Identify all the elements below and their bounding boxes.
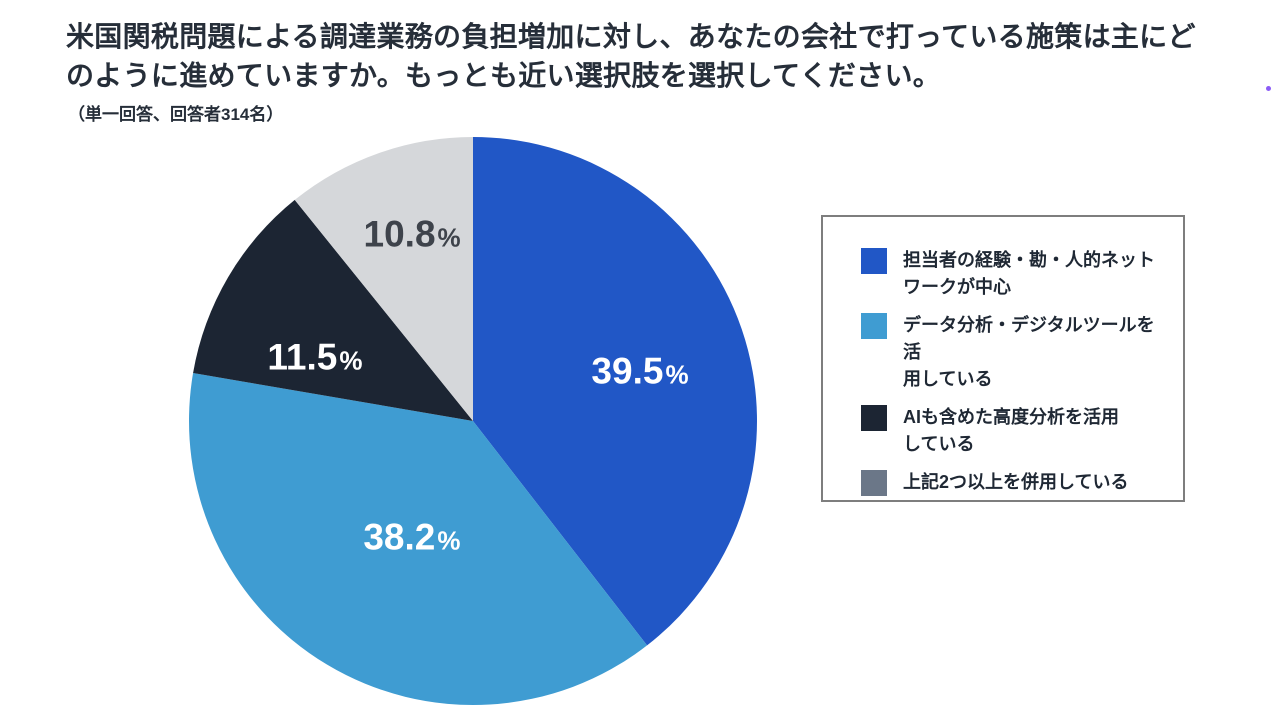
legend-label-3: 上記2つ以上を併用している [903,472,1129,492]
pie-label-3: 10.8% [364,215,461,252]
pie-slice-1 [189,373,648,705]
corner-dot [1266,86,1271,91]
pie-slice-2 [193,199,473,421]
legend-swatch-0 [861,248,887,274]
pie-label-value: 10.8 [363,213,436,255]
legend: 担当者の経験・勘・人的ネット ワークが中心データ分析・デジタルツールを活 用している… [821,215,1185,502]
pie-label-value: 39.5 [591,350,664,392]
pie-svg [189,137,757,705]
legend-label-2: AIも含めた高度分析を活用 している [903,407,1119,454]
legend-item-0: 担当者の経験・勘・人的ネット ワークが中心 [861,247,1167,301]
legend-swatch-1 [861,313,887,339]
pie-slice-3 [294,137,473,421]
legend-item-1: データ分析・デジタルツールを活 用している [861,312,1167,393]
pie-label-percent-sign: % [437,222,461,253]
pie-label-2: 11.5% [267,339,362,376]
pie-slice-0 [473,137,757,646]
pie-label-percent-sign: % [339,345,363,376]
pie-label-1: 38.2% [363,519,460,556]
page-subtitle: （単一回答、回答者314名） [68,105,284,124]
page-title: 米国関税問題による調達業務の負担増加に対し、あなたの会社で打っている施策は主にど… [66,21,1196,91]
legend-item-3: 上記2つ以上を併用している [861,469,1167,496]
pie-label-percent-sign: % [665,359,689,390]
pie-label-0: 39.5% [591,352,688,389]
legend-item-2: AIも含めた高度分析を活用 している [861,404,1167,458]
legend-swatch-2 [861,405,887,431]
pie-label-value: 38.2 [363,516,436,558]
pie-label-value: 11.5 [267,336,338,378]
legend-label-0: 担当者の経験・勘・人的ネット ワークが中心 [903,250,1155,297]
legend-label-1: データ分析・デジタルツールを活 用している [903,315,1155,389]
pie-chart: 39.5% 38.2% 11.5% 10.8% [183,131,763,711]
pie-label-percent-sign: % [437,525,461,556]
legend-swatch-3 [861,470,887,496]
